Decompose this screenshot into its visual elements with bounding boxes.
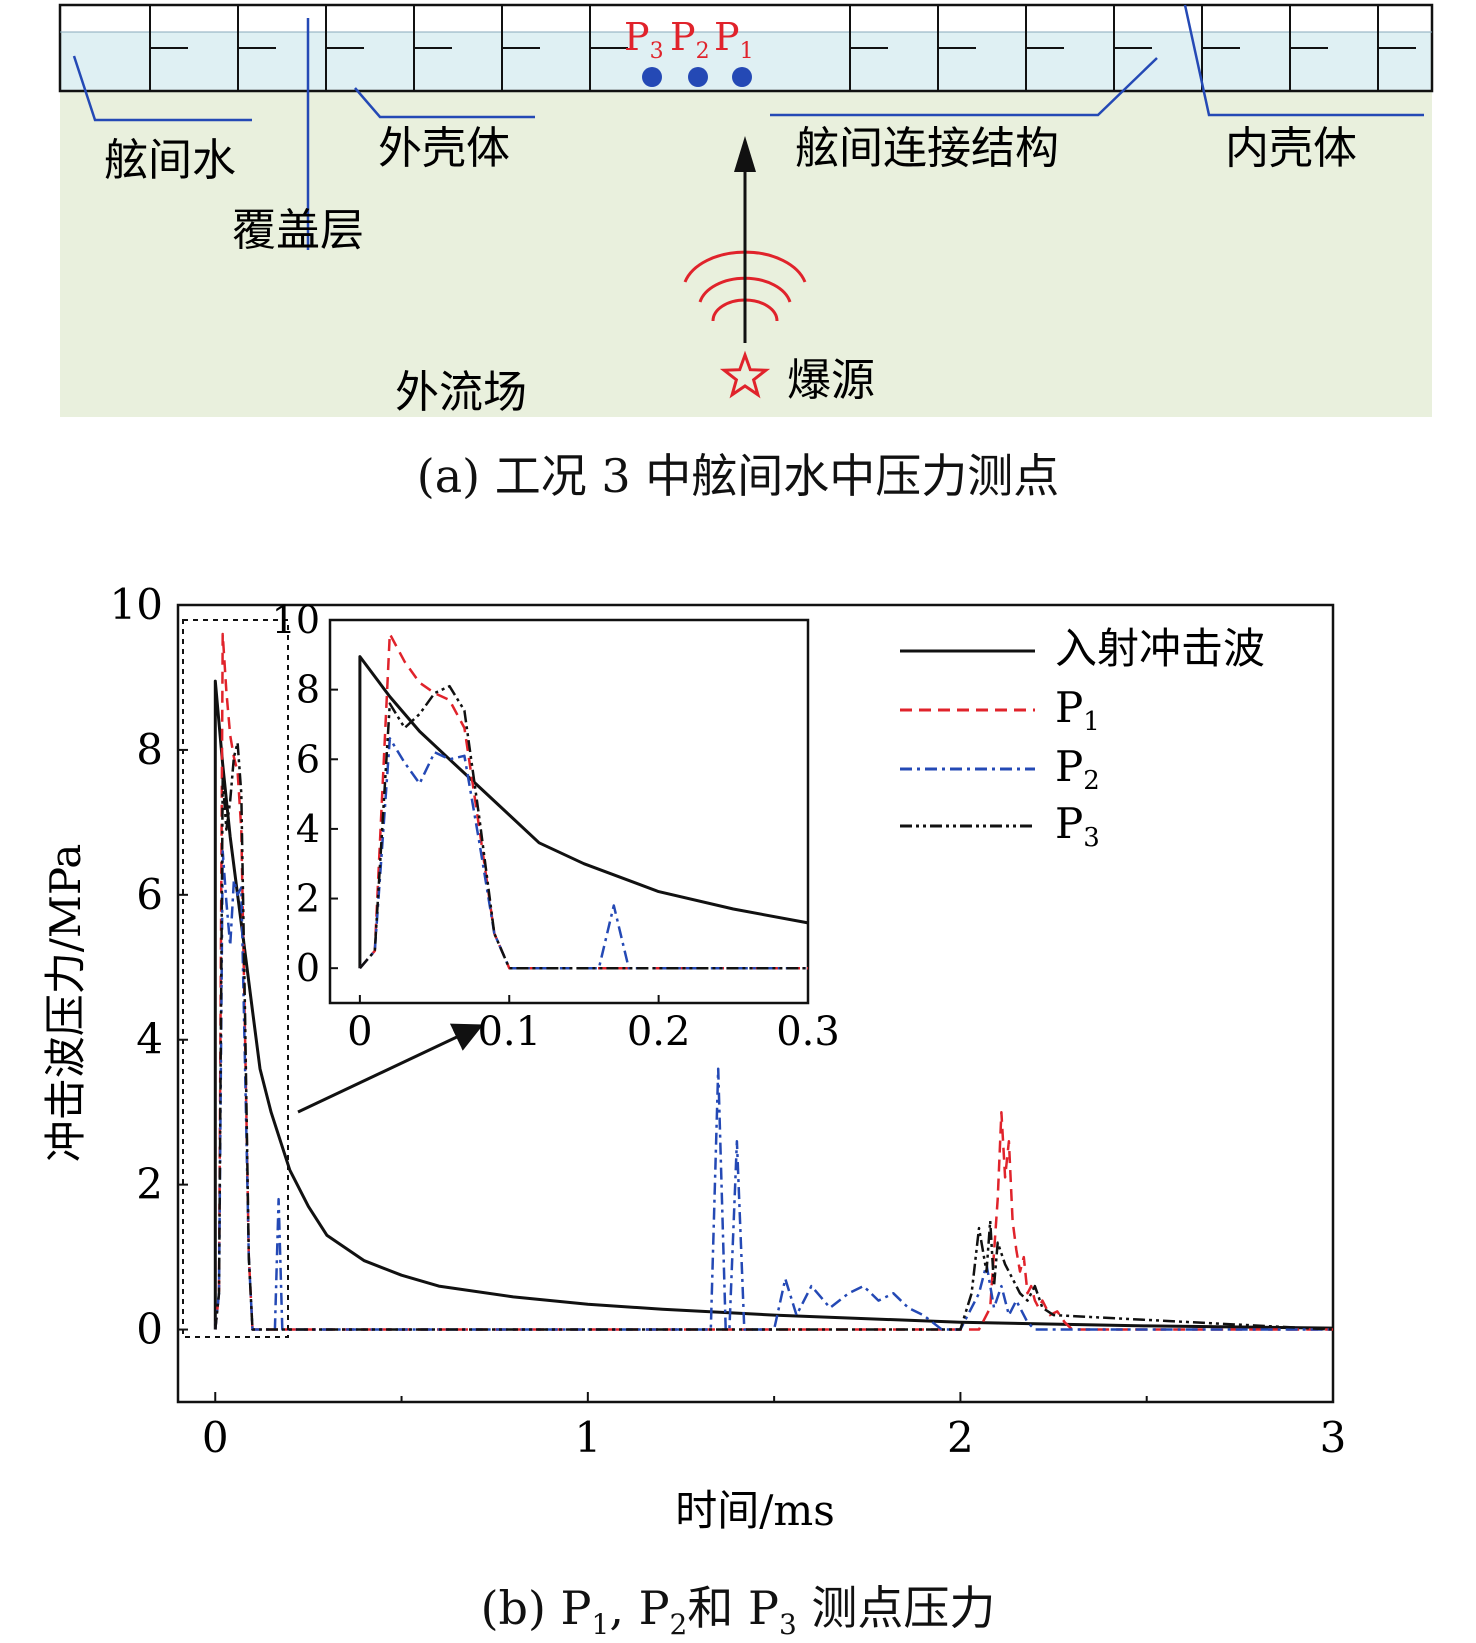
inset-xtick-label-0: 0 <box>347 1009 372 1055</box>
main-xtick-label-2: 2 <box>947 1413 974 1462</box>
panel-a-diagram: P3 P2 P1 舷间水 覆盖层 外壳体 舷间连接结构 内壳体 外流场 爆源 <box>58 3 1434 418</box>
main-series-group <box>213 632 1334 1331</box>
inset-chart: 0 0.1 0.2 0.3 0 2 4 6 8 10 <box>272 598 840 1055</box>
main-ytick-label-8: 8 <box>136 725 163 774</box>
inset-series-P1 <box>358 632 808 970</box>
explosion-source-star-icon <box>719 350 771 399</box>
label-outer-hull: 外壳体 <box>378 123 510 174</box>
legend-label-0: 入射冲击波 <box>1055 624 1265 673</box>
main-ytick-label-10: 10 <box>110 580 163 629</box>
label-inner-hull: 内壳体 <box>1225 123 1357 174</box>
inset-ytick-label-10: 10 <box>272 598 320 642</box>
point-marker-P1 <box>732 67 752 87</box>
leader-inner-hull <box>1183 4 1424 117</box>
main-ytick-label-0: 0 <box>136 1305 163 1354</box>
inset-xtick-label-2: 0.2 <box>627 1009 691 1055</box>
caption-b-sub2: 2 <box>669 1608 688 1642</box>
inset-ytick-label-6: 6 <box>296 737 320 781</box>
caption-b: (b) P1, P2和 P3 测点压力 <box>0 1572 1476 1641</box>
inset-series-入射冲击波 <box>358 655 809 969</box>
leader-water <box>72 55 252 122</box>
main-series-入射冲击波 <box>213 679 1334 1330</box>
leader-connection <box>770 57 1158 117</box>
hull-ribs <box>149 5 1416 91</box>
inset-ytick-label-4: 4 <box>296 807 320 851</box>
caption-b-sub1: 1 <box>591 1608 610 1642</box>
inset-series-P3 <box>358 684 808 970</box>
label-connection: 舷间连接结构 <box>795 123 1059 174</box>
main-ytick-label-2: 2 <box>136 1160 163 1209</box>
inset-plot-frame <box>328 618 810 1005</box>
inset-xtick-label-1: 0.1 <box>477 1009 541 1055</box>
inset-series-P2 <box>358 737 808 970</box>
point-label-P2: P2 <box>670 15 710 64</box>
caption-b-prefix: (b) P <box>480 1581 592 1635</box>
caption-b-mid2: 和 P <box>687 1581 779 1635</box>
inset-xtick-label-3: 0.3 <box>776 1009 840 1055</box>
point-label-P1: P1 <box>714 15 754 64</box>
point-marker-P3 <box>642 67 662 87</box>
inset-axis-ticks: 0 0.1 0.2 0.3 0 2 4 6 8 10 <box>272 598 840 1055</box>
leader-outer-hull <box>354 87 535 119</box>
main-series-P1 <box>214 632 1333 1331</box>
hull-frame <box>58 3 1434 93</box>
caption-b-mid1: , P <box>609 1581 670 1635</box>
measurement-points: P3 P2 P1 <box>624 15 754 87</box>
point-label-P3: P3 <box>624 15 664 64</box>
inset-ytick-label-0: 0 <box>296 946 320 990</box>
y-axis-label: 冲击波压力/MPa <box>41 844 90 1163</box>
point-marker-P2 <box>688 67 708 87</box>
zoom-arrow <box>297 1023 484 1114</box>
label-outer-field: 外流场 <box>395 367 527 418</box>
main-axis-ticks: 0 1 2 3 0 2 4 6 8 10 <box>110 580 1347 1462</box>
main-ytick-label-6: 6 <box>136 870 163 919</box>
label-source: 爆源 <box>787 355 875 406</box>
inset-ytick-label-2: 2 <box>296 877 320 921</box>
label-covering: 覆盖层 <box>232 205 364 256</box>
zoom-region-box <box>182 619 289 1338</box>
label-water: 舷间水 <box>104 135 236 186</box>
inset-series-group <box>358 632 809 970</box>
x-axis-label: 时间/ms <box>675 1486 835 1535</box>
caption-b-sub3: 3 <box>778 1608 797 1642</box>
main-ytick-label-4: 4 <box>136 1015 163 1064</box>
main-xtick-label-0: 0 <box>202 1413 229 1462</box>
inset-ytick-label-8: 8 <box>296 668 320 712</box>
caption-a: (a) 工况 3 中舷间水中压力测点 <box>416 449 1060 503</box>
main-series-P3 <box>214 741 1334 1331</box>
arrow-head-icon <box>734 136 756 172</box>
main-xtick-label-1: 1 <box>574 1413 601 1462</box>
main-xtick-label-3: 3 <box>1320 1413 1347 1462</box>
caption-b-suffix: 测点压力 <box>796 1581 996 1635</box>
